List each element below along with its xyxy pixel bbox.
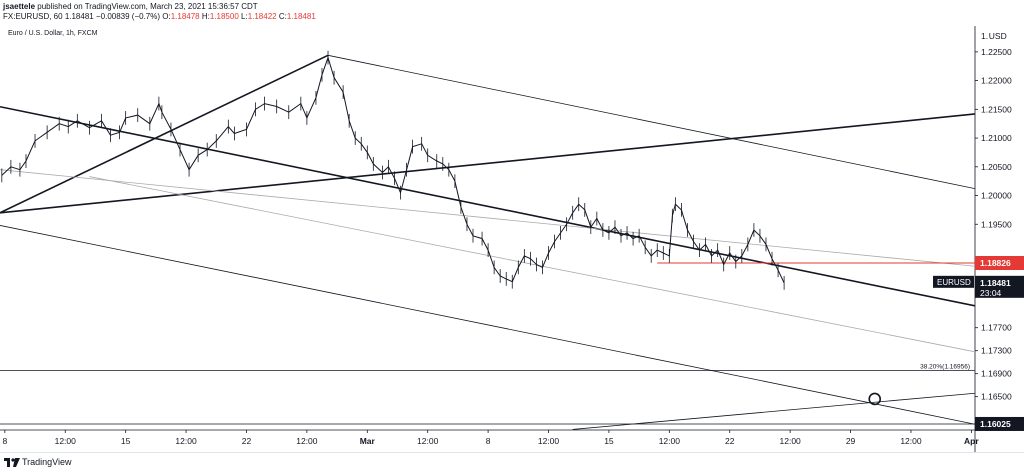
chart-title: Euro / U.S. Dollar, 1h, FXCM (8, 30, 98, 37)
symbol-tag-label: EURUSD (937, 278, 971, 287)
x-tick-label-15: 12:00 (900, 436, 922, 446)
channel-middle-line (0, 169, 975, 267)
thick-left-rally-line (0, 54, 329, 214)
last-price-badge-countdown: 23:04 (980, 288, 1002, 298)
x-tick-label-10: 15 (604, 436, 614, 446)
x-tick-label-16: Apr (964, 436, 979, 446)
x-tick-label-6: Mar (360, 436, 376, 446)
thick-rising-trendline (0, 113, 975, 214)
x-tick-label-2: 15 (121, 436, 131, 446)
x-tick-label-0: 8 (2, 436, 7, 446)
y-tick-label-0: 1.22500 (981, 47, 1012, 57)
channel-lower-mid-line (89, 176, 975, 353)
x-tick-label-7: 12:00 (417, 436, 439, 446)
channel-upper-line (327, 54, 975, 190)
y-tick-label-8: 1.17700 (981, 323, 1012, 333)
y-tick-label-9: 1.17300 (981, 346, 1012, 356)
channel-lower-line (0, 225, 975, 425)
x-tick-label-13: 12:00 (780, 436, 802, 446)
high-value: 1.18500 (209, 12, 239, 21)
y-tick-label-3: 1.21000 (981, 133, 1012, 143)
price-axis: 1.22500 1.22000 1.21500 1.21000 1.20500 1.200… (975, 31, 1012, 402)
last-price-badge (975, 275, 1024, 298)
time-axis: 8 12:00 15 12:00 22 12:00 Mar 12:00 8 12:00 15 12:0… (2, 430, 979, 446)
y-tick-label-1: 1.22000 (981, 76, 1012, 86)
publisher-name[interactable]: jsaettele (3, 2, 36, 11)
fib-level-label: 38.20%(1.16956) (920, 363, 970, 370)
drawn-lines-clip (0, 54, 975, 430)
y-tick-label-6: 1.19500 (981, 219, 1012, 229)
price-series (1, 50, 785, 290)
y-tick-label-4: 1.20500 (981, 162, 1012, 172)
support-badge (975, 416, 1024, 431)
footer-brand[interactable]: TradingView (22, 457, 72, 467)
x-tick-label-14: 29 (846, 436, 856, 446)
thick-upper-trendline (0, 105, 975, 307)
price-line (1, 55, 785, 284)
red-level-badge (975, 255, 1024, 270)
y-tick-label-2: 1.21500 (981, 104, 1012, 114)
x-tick-label-11: 12:00 (659, 436, 681, 446)
red-level-badge-text: 1.18826 (980, 258, 1011, 268)
y-tick-label-11: 1.16500 (981, 392, 1012, 402)
axis-frame (0, 26, 1024, 452)
change-value: −0.00839 (−0.7%) (95, 12, 161, 21)
low-label: L: (241, 12, 248, 21)
x-tick-label-9: 12:00 (538, 436, 560, 446)
low-value: 1.18422 (247, 12, 277, 21)
support-badge-text: 1.16025 (980, 419, 1011, 429)
bottom-rising-line (572, 392, 975, 430)
last-price-badge-price: 1.18481 (980, 278, 1011, 288)
drawn-lines: 38.20%(1.16956) (0, 54, 975, 430)
x-tick-label-12: 22 (725, 436, 735, 446)
last-value: 1.18481 (64, 12, 94, 21)
symbol-label: FX:EURUSD, 60 (3, 12, 63, 21)
x-tick-label-8: 8 (486, 436, 491, 446)
publish-line: jsaettele published on TradingView.com, … (3, 2, 258, 12)
close-label: C: (278, 12, 287, 21)
footer-bar: TradingView (0, 452, 1024, 472)
y-axis-unit-label: 1. USD (981, 31, 1007, 41)
ohlc-line: FX:EURUSD, 60 1.18481 −0.00839 (−0.7%) O… (3, 12, 316, 22)
target-circle-marker (868, 392, 882, 406)
open-label: O: (162, 12, 171, 21)
y-tick-label-10: 1.16900 (981, 369, 1012, 379)
x-tick-label-5: 12:00 (296, 436, 318, 446)
tradingview-logo-icon (4, 458, 20, 467)
published-text: published on TradingView.com, March 23, … (37, 2, 258, 11)
x-tick-label-4: 22 (242, 436, 252, 446)
high-label: H: (201, 12, 210, 21)
y-tick-label-5: 1.20000 (981, 191, 1012, 201)
symbol-tag (933, 275, 974, 288)
open-value: 1.18478 (170, 12, 200, 21)
chart-header: jsaettele published on TradingView.com, … (0, 0, 1024, 26)
close-value: 1.18481 (286, 12, 316, 21)
price-chart[interactable]: 38.20%(1.16956) 1.225001.220001.215001.2… (0, 26, 1024, 452)
x-tick-label-1: 12:00 (55, 436, 77, 446)
x-tick-label-3: 12:00 (175, 436, 197, 446)
